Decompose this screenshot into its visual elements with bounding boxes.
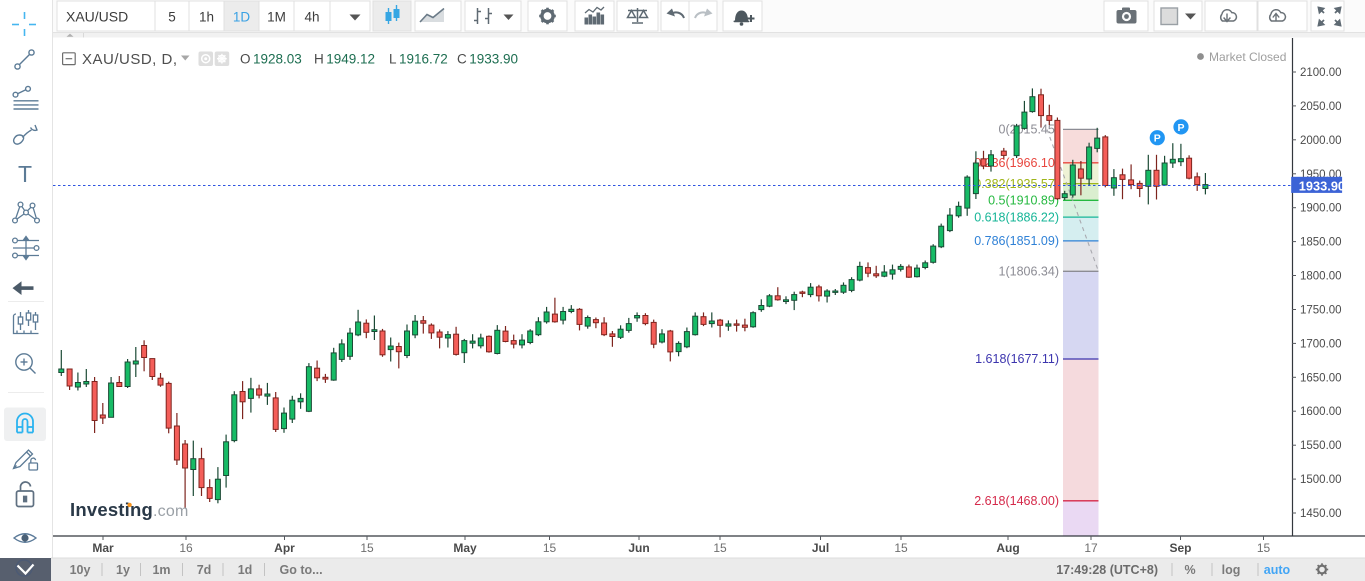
svg-text:0.618(1886.22): 0.618(1886.22) [974, 210, 1059, 224]
svg-text:17:49:28 (UTC+8): 17:49:28 (UTC+8) [1056, 563, 1158, 577]
svg-text:0.382(1935.57): 0.382(1935.57) [974, 177, 1059, 191]
svg-text:Investing.com: Investing.com [70, 499, 189, 520]
svg-text:T: T [18, 161, 32, 187]
svg-text:1550.00: 1550.00 [1300, 440, 1342, 452]
svg-text:1850.00: 1850.00 [1300, 237, 1342, 249]
svg-text:2.618(1468.00): 2.618(1468.00) [974, 494, 1059, 508]
svg-text:1600.00: 1600.00 [1300, 406, 1342, 418]
svg-text:Jul: Jul [812, 541, 829, 555]
svg-text:17: 17 [1084, 541, 1098, 555]
svg-text:0.786(1851.09): 0.786(1851.09) [974, 234, 1059, 248]
svg-text:15: 15 [543, 541, 557, 555]
svg-text:2000.00: 2000.00 [1300, 135, 1342, 147]
svg-text:2050.00: 2050.00 [1300, 101, 1342, 113]
svg-text:0(2015.45): 0(2015.45) [999, 123, 1059, 137]
svg-text:15: 15 [894, 541, 908, 555]
svg-text:1.618(1677.11): 1.618(1677.11) [975, 352, 1059, 366]
svg-text:Go to...: Go to... [280, 563, 323, 577]
svg-text:Sep: Sep [1169, 541, 1191, 555]
svg-text:auto: auto [1264, 563, 1291, 577]
svg-text:%: % [1184, 563, 1195, 577]
svg-text:1700.00: 1700.00 [1300, 338, 1342, 350]
svg-text:1933.90: 1933.90 [1299, 178, 1345, 193]
svg-text:1M: 1M [267, 10, 286, 25]
svg-text:1650.00: 1650.00 [1300, 372, 1342, 384]
svg-text:7d: 7d [197, 563, 212, 577]
svg-text:0.236(1966.10): 0.236(1966.10) [974, 156, 1059, 170]
svg-text:Market Closed: Market Closed [1209, 50, 1286, 64]
svg-text:Mar: Mar [92, 541, 114, 555]
svg-text:P: P [1177, 122, 1184, 134]
svg-text:Apr: Apr [274, 541, 295, 555]
svg-text:1h: 1h [199, 10, 214, 25]
svg-text:1(1806.34): 1(1806.34) [999, 265, 1059, 279]
svg-text:Jun: Jun [628, 541, 649, 555]
svg-text:1m: 1m [152, 563, 170, 577]
svg-text:10y: 10y [70, 563, 91, 577]
svg-text:P: P [1154, 133, 1161, 145]
svg-text:1450.00: 1450.00 [1300, 508, 1342, 520]
svg-text:XAU/USD: XAU/USD [66, 9, 128, 25]
svg-text:1d: 1d [238, 563, 253, 577]
svg-text:1800.00: 1800.00 [1300, 271, 1342, 283]
svg-text:0.5(1910.89): 0.5(1910.89) [988, 194, 1059, 208]
svg-text:15: 15 [713, 541, 727, 555]
svg-text:5: 5 [168, 10, 176, 25]
svg-text:1y: 1y [116, 563, 130, 577]
svg-text:XAU/USD, D,: XAU/USD, D, [82, 51, 178, 68]
svg-text:15: 15 [360, 541, 374, 555]
svg-text:1500.00: 1500.00 [1300, 474, 1342, 486]
svg-text:2100.00: 2100.00 [1300, 67, 1342, 79]
svg-text:1D: 1D [233, 10, 251, 25]
svg-text:15: 15 [1257, 541, 1271, 555]
svg-text:log: log [1222, 563, 1241, 577]
svg-text:16: 16 [179, 541, 193, 555]
svg-text:1750.00: 1750.00 [1300, 305, 1342, 317]
svg-text:Aug: Aug [996, 541, 1019, 555]
svg-text:1900.00: 1900.00 [1300, 203, 1342, 215]
svg-text:May: May [453, 541, 477, 555]
svg-text:4h: 4h [304, 10, 319, 25]
